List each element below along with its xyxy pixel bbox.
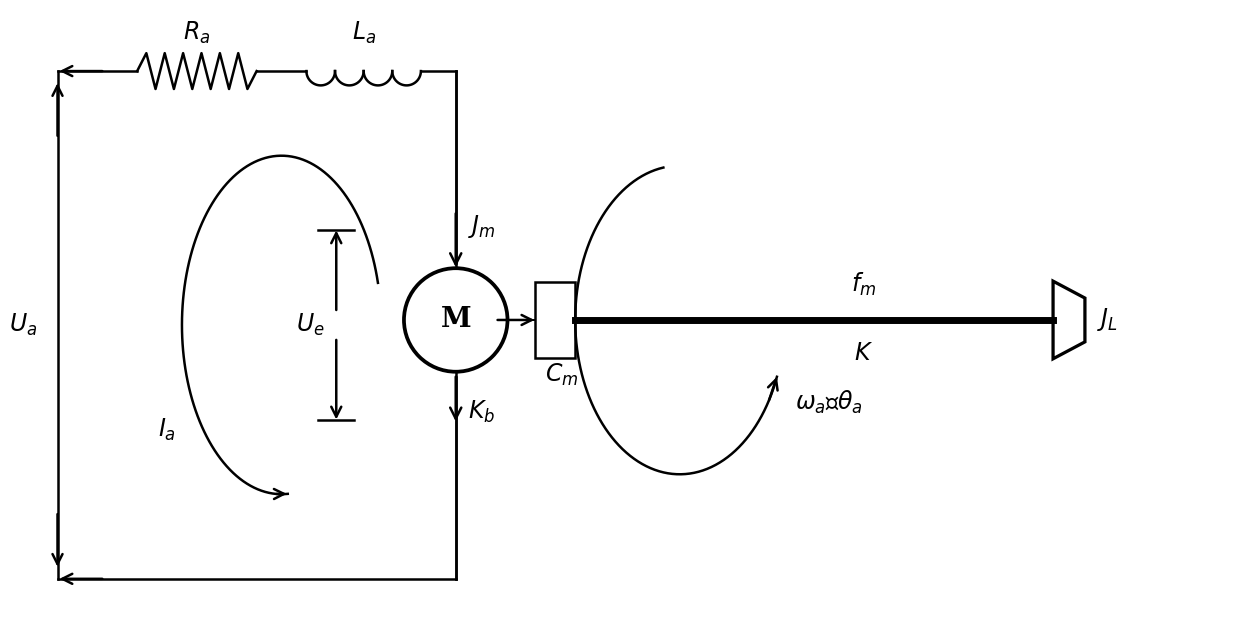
Text: $R_a$: $R_a$ xyxy=(183,20,211,46)
Text: $J_L$: $J_L$ xyxy=(1097,306,1118,334)
Text: $\omega_a$、$\theta_a$: $\omega_a$、$\theta_a$ xyxy=(795,389,862,416)
Circle shape xyxy=(404,268,508,372)
Text: $f_m$: $f_m$ xyxy=(851,271,876,298)
Text: $K_b$: $K_b$ xyxy=(467,399,494,424)
Polygon shape xyxy=(1053,281,1085,359)
Text: $C_m$: $C_m$ xyxy=(544,362,577,388)
Text: $U_a$: $U_a$ xyxy=(9,312,37,338)
Bar xyxy=(535,282,575,357)
Text: $U_e$: $U_e$ xyxy=(296,312,325,338)
Text: $I_a$: $I_a$ xyxy=(159,416,176,442)
Text: $K$: $K$ xyxy=(855,342,873,365)
Text: M: M xyxy=(440,306,471,334)
Text: $L_a$: $L_a$ xyxy=(352,20,375,46)
Text: $J_m$: $J_m$ xyxy=(467,213,496,240)
